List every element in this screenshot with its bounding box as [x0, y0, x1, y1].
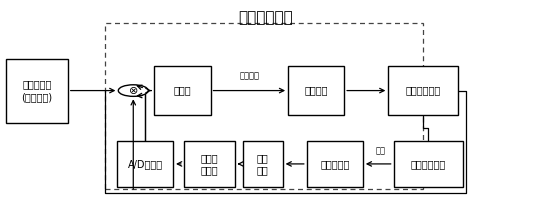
Text: 处理器: 处理器: [174, 85, 191, 95]
Text: 设定注射量
(数字信号): 设定注射量 (数字信号): [21, 79, 53, 102]
Bar: [154, 66, 211, 115]
Bar: [184, 141, 235, 187]
Bar: [388, 66, 458, 115]
Bar: [288, 66, 344, 115]
Bar: [393, 141, 463, 187]
Bar: [117, 141, 173, 187]
Text: 控制信号: 控制信号: [239, 72, 259, 81]
Text: A/D转换器: A/D转换器: [128, 159, 162, 169]
Text: 计量调节装置: 计量调节装置: [238, 10, 293, 25]
Text: 预塑装置: 预塑装置: [304, 85, 328, 95]
Circle shape: [118, 85, 148, 96]
Bar: [307, 141, 363, 187]
Bar: [105, 24, 423, 189]
Text: 位移: 位移: [375, 146, 385, 155]
Text: 差动螺纹结构: 差动螺纹结构: [411, 159, 446, 169]
Bar: [6, 58, 68, 123]
Text: 位移传感器: 位移传感器: [320, 159, 349, 169]
Text: 放大滤
波电路: 放大滤 波电路: [200, 153, 218, 175]
Text: 模拟
开关: 模拟 开关: [257, 153, 269, 175]
Text: ⊗: ⊗: [129, 85, 138, 95]
Text: 注射伺服电机: 注射伺服电机: [405, 85, 441, 95]
Bar: [243, 141, 282, 187]
